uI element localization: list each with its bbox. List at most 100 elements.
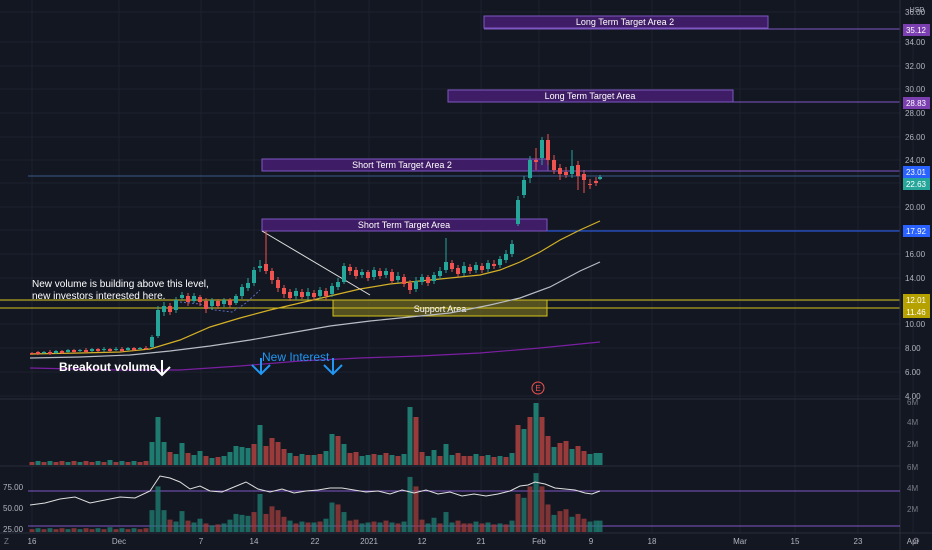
indicator-volume-bar[interactable]: [149, 510, 155, 532]
candle-body[interactable]: [252, 270, 256, 283]
indicator-volume-bar[interactable]: [395, 523, 401, 532]
indicator-volume-bar[interactable]: [197, 518, 203, 532]
candle-body[interactable]: [162, 306, 166, 312]
candle-body[interactable]: [480, 266, 484, 270]
candle-body[interactable]: [264, 264, 268, 271]
volume-bar[interactable]: [221, 456, 227, 465]
candle-body[interactable]: [366, 272, 370, 278]
volume-bar[interactable]: [233, 446, 239, 465]
indicator-volume-bar[interactable]: [125, 529, 131, 532]
candle-body[interactable]: [258, 266, 262, 268]
volume-bar[interactable]: [485, 455, 491, 465]
volume-bar[interactable]: [137, 462, 143, 465]
indicator-volume-bar[interactable]: [83, 528, 89, 532]
candle-body[interactable]: [444, 262, 448, 270]
indicator-volume-bar[interactable]: [311, 522, 317, 533]
volume-bar[interactable]: [155, 417, 161, 465]
candle-body[interactable]: [90, 349, 94, 351]
volume-bar[interactable]: [431, 450, 437, 465]
candle-body[interactable]: [174, 300, 178, 310]
candle-body[interactable]: [558, 168, 562, 174]
candle-body[interactable]: [228, 300, 232, 305]
volume-bar[interactable]: [425, 456, 431, 465]
candle-body[interactable]: [276, 280, 280, 288]
indicator-volume-bar[interactable]: [71, 528, 77, 532]
candle-body[interactable]: [48, 352, 52, 354]
candle-body[interactable]: [306, 292, 310, 296]
candle-body[interactable]: [270, 271, 274, 280]
volume-bar[interactable]: [263, 446, 269, 465]
volume-bar[interactable]: [101, 462, 107, 465]
volume-bar[interactable]: [341, 444, 347, 465]
volume-bar[interactable]: [59, 461, 65, 465]
volume-bar[interactable]: [533, 403, 539, 465]
volume-bar[interactable]: [359, 456, 365, 465]
indicator-volume-bar[interactable]: [35, 528, 41, 532]
indicator-volume-bar[interactable]: [227, 519, 233, 532]
indicator-volume-bar[interactable]: [509, 520, 515, 532]
candle-body[interactable]: [360, 272, 364, 275]
indicator-volume-bar[interactable]: [191, 522, 197, 533]
volume-bar[interactable]: [299, 454, 305, 465]
indicator-volume-bar[interactable]: [587, 521, 593, 532]
candle-body[interactable]: [204, 301, 208, 309]
indicator-volume-bar[interactable]: [161, 510, 167, 532]
volume-bar[interactable]: [161, 442, 167, 465]
indicator-volume-bar[interactable]: [503, 524, 509, 532]
volume-bar[interactable]: [71, 461, 77, 465]
volume-bar[interactable]: [35, 461, 41, 465]
indicator-volume-bar[interactable]: [287, 520, 293, 532]
candle-body[interactable]: [522, 180, 526, 195]
candle-body[interactable]: [474, 265, 478, 270]
volume-bar[interactable]: [329, 434, 335, 465]
candle-body[interactable]: [330, 286, 334, 294]
indicator-volume-bar[interactable]: [77, 529, 83, 532]
indicator-volume-bar[interactable]: [521, 497, 527, 532]
candle-body[interactable]: [216, 301, 220, 306]
indicator-volume-bar[interactable]: [209, 525, 215, 532]
candle-body[interactable]: [222, 300, 226, 304]
volume-bar[interactable]: [119, 461, 125, 465]
indicator-volume-bar[interactable]: [461, 523, 467, 532]
volume-bar[interactable]: [305, 455, 311, 465]
indicator-volume-bar[interactable]: [113, 529, 119, 532]
indicator-volume-bar[interactable]: [257, 494, 263, 532]
candle-body[interactable]: [324, 291, 328, 296]
indicator-volume-bar[interactable]: [425, 523, 431, 532]
indicator-volume-bar[interactable]: [323, 518, 329, 532]
indicator-volume-bar[interactable]: [245, 515, 251, 532]
volume-bar[interactable]: [197, 451, 203, 465]
indicator-volume-bar[interactable]: [107, 527, 113, 532]
candle-body[interactable]: [462, 266, 466, 273]
indicator-volume-bar[interactable]: [359, 523, 365, 532]
indicator-volume-bar[interactable]: [597, 520, 603, 532]
price-badge[interactable]: [903, 225, 930, 237]
volume-bar[interactable]: [53, 462, 59, 465]
candle-body[interactable]: [282, 288, 286, 294]
indicator-volume-bar[interactable]: [281, 516, 287, 532]
candle-body[interactable]: [60, 351, 64, 353]
candle-body[interactable]: [414, 281, 418, 289]
candle-body[interactable]: [390, 272, 394, 281]
volume-bar[interactable]: [287, 453, 293, 465]
candle-body[interactable]: [192, 296, 196, 301]
candle-body[interactable]: [198, 297, 202, 302]
indicator-volume-bar[interactable]: [551, 514, 557, 532]
price-badge[interactable]: [903, 294, 930, 306]
volume-bar[interactable]: [437, 456, 443, 465]
volume-bar[interactable]: [377, 455, 383, 465]
volume-bar[interactable]: [77, 462, 83, 465]
volume-bar[interactable]: [293, 456, 299, 465]
indicator-volume-bar[interactable]: [569, 516, 575, 532]
indicator-volume-bar[interactable]: [329, 502, 335, 532]
candle-body[interactable]: [426, 277, 430, 283]
indicator-volume-bar[interactable]: [233, 513, 239, 532]
price-badge[interactable]: [903, 178, 930, 190]
volume-bar[interactable]: [587, 454, 593, 465]
candle-body[interactable]: [402, 277, 406, 284]
indicator-volume-bar[interactable]: [239, 514, 245, 532]
volume-bar[interactable]: [227, 452, 233, 465]
indicator-volume-bar[interactable]: [59, 528, 65, 532]
indicator-volume-bar[interactable]: [53, 529, 59, 532]
candle-body[interactable]: [240, 287, 244, 296]
